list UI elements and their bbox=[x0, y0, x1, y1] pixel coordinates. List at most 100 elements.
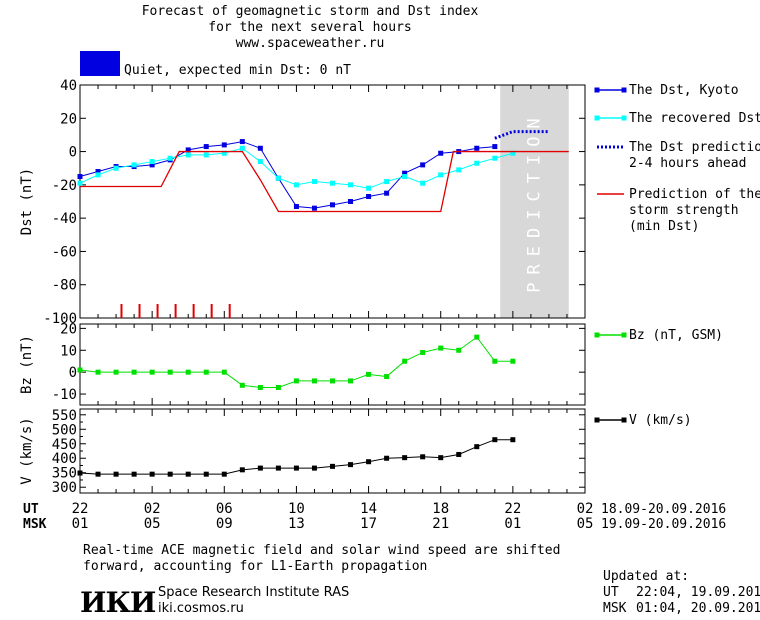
series-line bbox=[80, 150, 569, 213]
data-point bbox=[167, 155, 173, 161]
iki-logo: ИКИ bbox=[80, 586, 156, 619]
data-point bbox=[311, 378, 317, 384]
y-tick-label: 350 bbox=[52, 466, 77, 482]
data-point bbox=[275, 465, 281, 471]
legend-label: The Dst, Kyoto bbox=[629, 83, 739, 98]
legend-label: Prediction of the bbox=[629, 187, 760, 202]
dst-panel: PREDICTION 40 20 0 -20 -40 -60 -80 -100 Dst (nT) bbox=[19, 78, 586, 327]
y-tick-label: 0 bbox=[69, 145, 77, 161]
data-point bbox=[311, 179, 317, 185]
y-tick-label: 0 bbox=[69, 365, 77, 381]
data-point bbox=[275, 175, 281, 181]
updated-msk: 01:04, 20.09.2016 bbox=[636, 601, 760, 616]
data-point bbox=[185, 152, 191, 158]
legend-marker bbox=[621, 87, 627, 93]
data-point bbox=[384, 190, 390, 196]
legend-label: Bz (nT, GSM) bbox=[629, 328, 723, 343]
ut-tick-label: 14 bbox=[360, 501, 377, 517]
data-point bbox=[203, 471, 209, 477]
y-axis-label: Bz (nT) bbox=[19, 335, 35, 394]
data-point bbox=[402, 455, 408, 461]
data-point bbox=[131, 369, 137, 375]
data-point bbox=[384, 374, 390, 380]
data-point bbox=[438, 150, 444, 156]
data-point bbox=[438, 172, 444, 178]
legend: The Dst, Kyoto The recovered Dst The Dst p… bbox=[594, 83, 760, 428]
data-point bbox=[95, 172, 101, 178]
msk-tick-label: 21 bbox=[432, 516, 449, 532]
chart-subtitle: for the next several hours bbox=[208, 20, 412, 35]
data-point bbox=[456, 451, 462, 457]
msk-tick-label: 17 bbox=[360, 516, 377, 532]
data-point bbox=[510, 150, 516, 156]
org-url[interactable]: iki.cosmos.ru bbox=[158, 601, 244, 616]
ut-tick-label: 22 bbox=[72, 501, 89, 517]
data-point bbox=[257, 465, 263, 471]
data-point bbox=[203, 144, 209, 150]
data-point bbox=[402, 170, 408, 176]
chart-title: Forecast of geomagnetic storm and Dst in… bbox=[141, 4, 479, 19]
data-point bbox=[492, 358, 498, 364]
data-point bbox=[348, 378, 354, 384]
data-point bbox=[420, 162, 426, 168]
legend-marker bbox=[594, 332, 600, 338]
data-point bbox=[510, 437, 516, 443]
msk-tick-label: 05 bbox=[577, 516, 594, 532]
y-tick-label: 40 bbox=[60, 78, 77, 94]
msk-tick-label: 01 bbox=[504, 516, 521, 532]
data-point bbox=[402, 358, 408, 364]
data-point bbox=[384, 179, 390, 185]
legend-marker bbox=[594, 417, 600, 423]
data-point bbox=[366, 194, 372, 200]
data-point bbox=[510, 358, 516, 364]
bz-panel: 20 10 0 -10 Bz (nT) bbox=[19, 321, 586, 406]
data-point bbox=[366, 185, 372, 191]
data-point bbox=[95, 169, 101, 175]
updated-msk-label: MSK bbox=[603, 601, 627, 616]
y-tick-label: 500 bbox=[52, 422, 77, 438]
msk-tick-label: 09 bbox=[216, 516, 233, 532]
data-point bbox=[348, 462, 354, 468]
data-point bbox=[113, 369, 119, 375]
y-tick-label: 10 bbox=[60, 343, 77, 359]
legend-marker bbox=[621, 417, 627, 423]
ut-tick-label: 10 bbox=[288, 501, 305, 517]
data-point bbox=[149, 369, 155, 375]
data-point bbox=[77, 174, 83, 180]
source-url[interactable]: www.spaceweather.ru bbox=[235, 36, 385, 51]
data-point bbox=[185, 369, 191, 375]
series-line bbox=[79, 147, 513, 189]
legend-label: The Dst prediction bbox=[629, 140, 760, 155]
data-point bbox=[420, 349, 426, 355]
data-point bbox=[239, 467, 245, 473]
legend-marker bbox=[594, 87, 600, 93]
data-point bbox=[203, 152, 209, 158]
ut-date-range: 18.09-20.09.2016 bbox=[601, 502, 726, 517]
msk-tick-label: 05 bbox=[144, 516, 161, 532]
y-tick-label: -40 bbox=[52, 211, 77, 227]
data-point bbox=[221, 369, 227, 375]
data-point bbox=[257, 145, 263, 151]
y-tick-label: 20 bbox=[60, 111, 77, 127]
y-tick-label: -10 bbox=[52, 387, 77, 403]
data-point bbox=[402, 174, 408, 180]
data-point bbox=[293, 378, 299, 384]
ut-label: UT bbox=[23, 502, 39, 517]
plot-frame bbox=[79, 323, 586, 406]
msk-label: MSK bbox=[23, 517, 47, 532]
y-axis-label: V (km/s) bbox=[19, 417, 35, 484]
updated-ut-label: UT bbox=[603, 585, 619, 600]
data-point bbox=[492, 155, 498, 161]
legend-label: V (km/s) bbox=[629, 413, 692, 428]
data-point bbox=[438, 455, 444, 461]
y-tick-label: -80 bbox=[52, 278, 77, 294]
legend-marker bbox=[594, 115, 600, 121]
data-point bbox=[77, 180, 83, 186]
data-point bbox=[293, 203, 299, 209]
y-tick-label: 20 bbox=[60, 321, 77, 337]
msk-tick-label: 01 bbox=[72, 516, 89, 532]
data-point bbox=[330, 180, 335, 186]
